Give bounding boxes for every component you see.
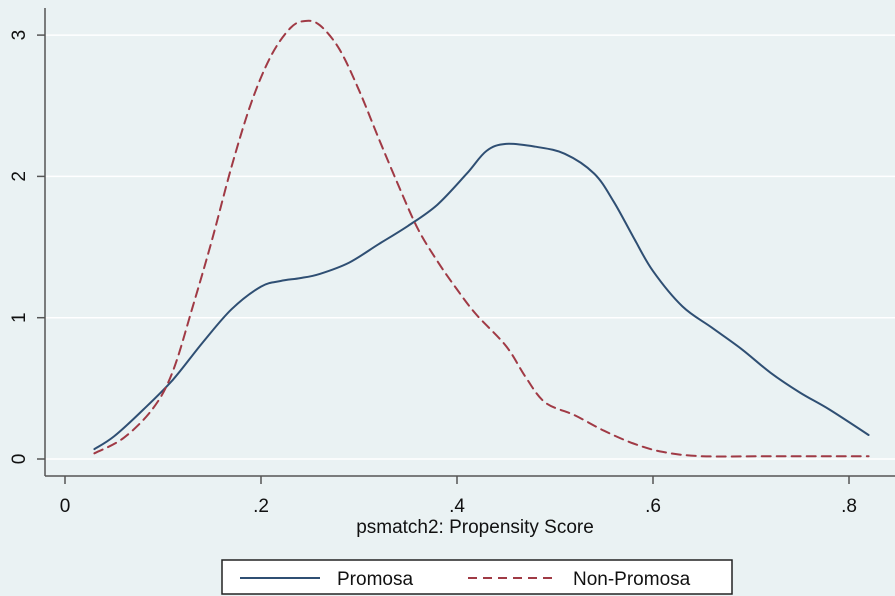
x-tick-label-1: .2	[253, 496, 269, 517]
axes	[44, 8, 895, 477]
x-axis-title: psmatch2: Propensity Score	[356, 517, 594, 538]
x-tick-label-2: .4	[449, 496, 465, 517]
y-tick-label-0: 0	[9, 454, 30, 465]
series-line-promosa	[93, 142, 870, 451]
legend-label-non-promosa: Non-Promosa	[573, 569, 691, 590]
y-tick-label-3: 3	[9, 30, 30, 41]
series-lines	[93, 19, 870, 458]
series-line-non-promosa	[93, 19, 870, 458]
legend: Promosa Non-Promosa	[221, 559, 733, 595]
y-tick-label-2: 2	[9, 171, 30, 182]
x-tick-label-0: 0	[60, 496, 71, 517]
grid-lines	[45, 34, 895, 460]
tick-marks: 0 1 2 3 0 .2 .4 .6 .8	[9, 30, 857, 517]
legend-label-promosa: Promosa	[337, 569, 413, 590]
y-tick-label-1: 1	[9, 312, 30, 323]
x-tick-label-4: .8	[841, 496, 857, 517]
x-tick-label-3: .6	[645, 496, 661, 517]
